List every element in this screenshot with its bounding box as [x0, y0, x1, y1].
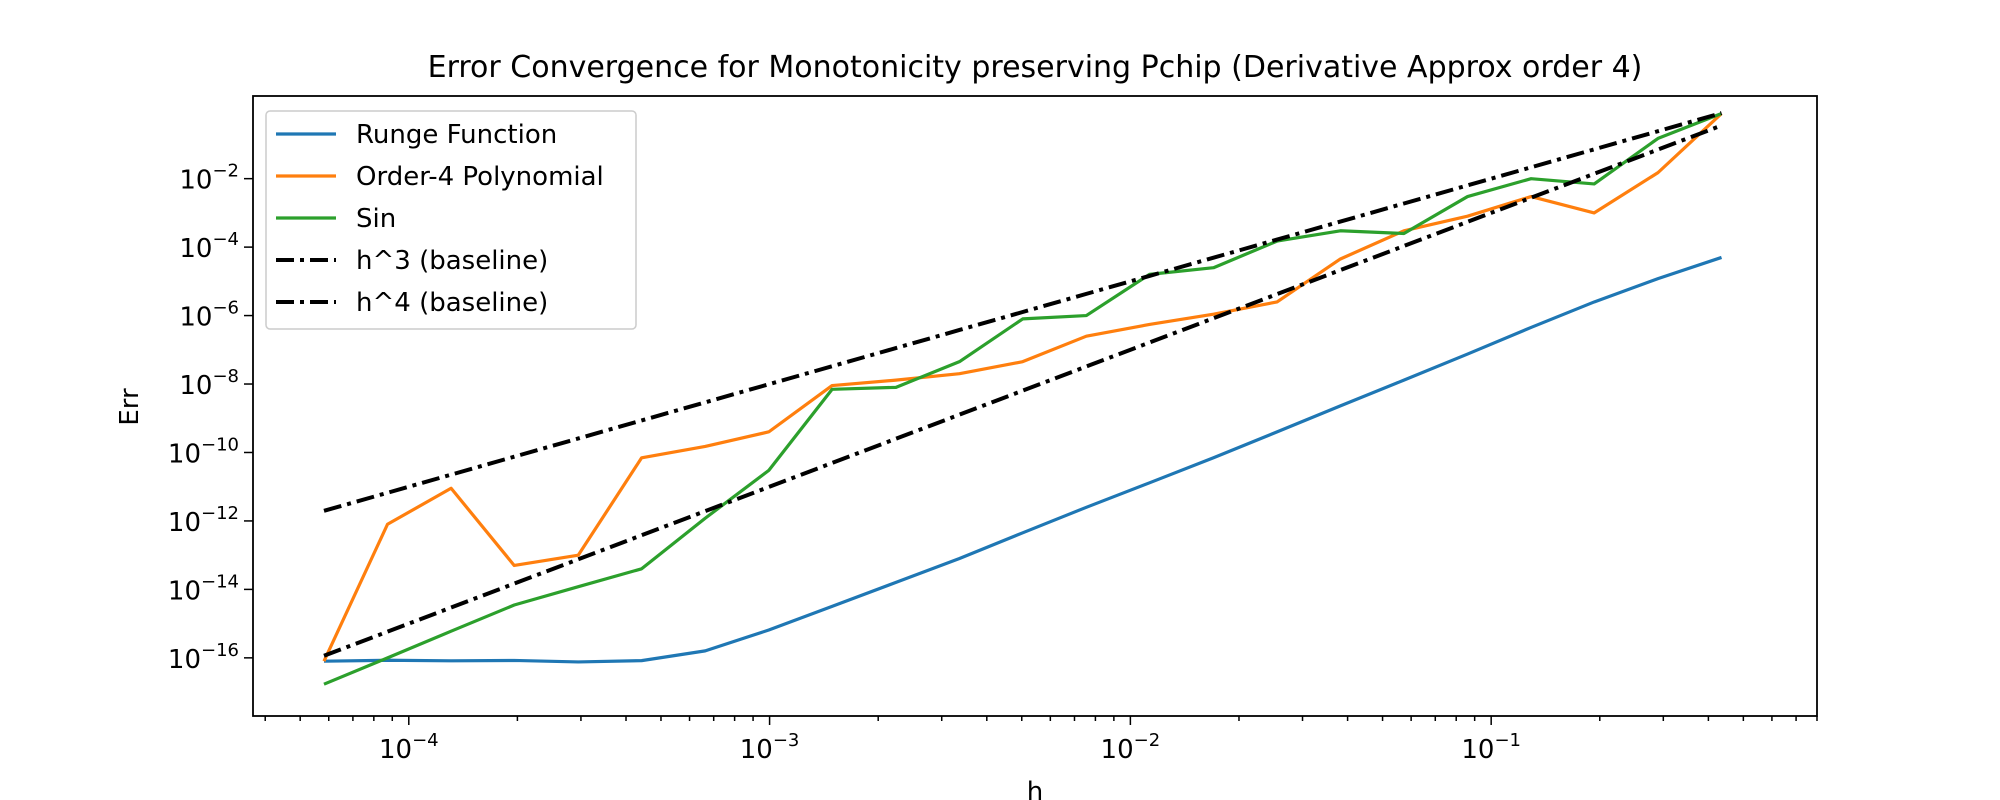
legend-box	[265, 110, 637, 330]
legend-label-4: h^4 (baseline)	[356, 288, 548, 318]
plot-lines	[322, 111, 1723, 686]
y-tick-label: 10−6	[179, 298, 239, 333]
legend-label-0: Runge Function	[356, 120, 557, 150]
x-tick-label: 10−4	[379, 730, 439, 765]
chart-title: Error Convergence for Monotonicity prese…	[428, 50, 1643, 85]
series-line-1	[322, 112, 1723, 662]
x-tick-label: 10−1	[1461, 730, 1521, 765]
legend-label-1: Order-4 Polynomial	[356, 162, 604, 192]
y-tick-label: 10−12	[168, 503, 239, 538]
series-line-4	[323, 123, 1723, 658]
y-tick-label: 10−10	[168, 434, 239, 469]
series-line-2	[323, 112, 1723, 686]
plot-frame	[252, 95, 1818, 717]
x-tick-label: 10−3	[740, 730, 800, 765]
y-axis-label: Err	[115, 388, 145, 426]
y-tick-label: 10−4	[179, 229, 239, 264]
x-axis-label: h	[1027, 777, 1043, 800]
y-tick-label: 10−8	[179, 366, 239, 401]
series-line-3	[323, 111, 1723, 513]
y-tick-label: 10−16	[168, 640, 239, 675]
x-axis-ticks: 10−4 10−3 10−2 10−1	[264, 716, 1818, 765]
x-tick-label: 10−2	[1101, 730, 1161, 765]
y-tick-label: 10−2	[179, 161, 239, 196]
y-axis-ticks: 10−16 10−14 10−12 10−10 10−8 10−6 10−4 10−2	[168, 161, 253, 675]
series-line-0	[323, 255, 1723, 664]
y-tick-label: 10−14	[168, 571, 239, 606]
legend-label-3: h^3 (baseline)	[356, 246, 548, 276]
legend: Runge Function Order-4 Polynomial Sin h^3 (…	[265, 110, 637, 330]
legend-label-2: Sin	[356, 204, 396, 234]
